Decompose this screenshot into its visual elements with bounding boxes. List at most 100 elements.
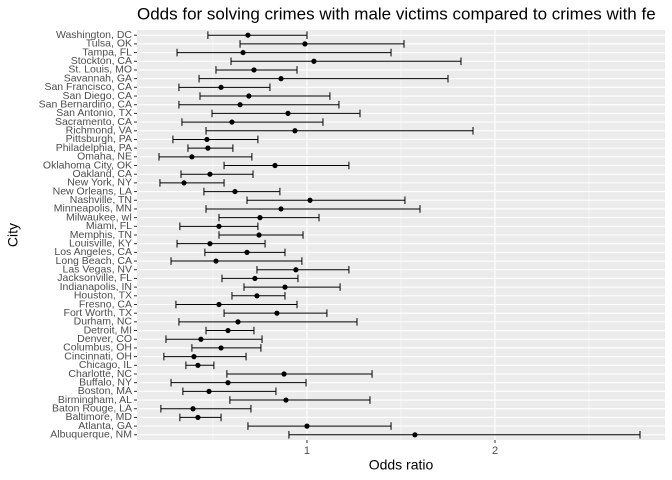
y-tick-label: Nashville, TN <box>70 194 132 206</box>
error-bar <box>159 179 225 187</box>
y-tick-label: Charlotte, NC <box>68 368 132 380</box>
error-bar <box>218 213 320 222</box>
y-tick-label: Denver, CO <box>77 333 132 345</box>
y-tick-label: Tulsa, OK <box>86 38 132 50</box>
y-tick-label: Albuquerque, NM <box>50 429 132 441</box>
point <box>293 267 299 273</box>
point <box>229 119 235 125</box>
y-tick-label: San Antonio, TX <box>56 107 132 119</box>
error-bar <box>191 344 262 352</box>
y-tick-label: Tampa, FL <box>82 46 132 58</box>
error-bar <box>178 100 340 109</box>
point <box>254 293 260 299</box>
y-tick-label: Atlanta, GA <box>78 420 132 432</box>
y-tick-label: San Diego, CA <box>63 90 132 102</box>
grid <box>137 30 665 440</box>
y-tick-label: Buffalo, NY <box>79 376 132 388</box>
point <box>282 284 288 290</box>
error-bar <box>199 92 331 100</box>
error-bar <box>170 257 303 265</box>
point <box>207 241 213 247</box>
point <box>195 362 201 368</box>
x-tick-label: 1 <box>304 445 310 457</box>
point <box>252 275 258 282</box>
y-tick-label: Memphis, TN <box>70 229 132 241</box>
error-bar <box>172 135 259 144</box>
error-bar <box>247 422 392 430</box>
y-tick-label: Jacksonville, FL <box>57 272 132 284</box>
y-tick-label: Boston, MA <box>78 385 132 397</box>
point <box>198 336 204 342</box>
point <box>251 67 257 73</box>
error-bar <box>223 161 350 170</box>
y-tick-label: Stockton, CA <box>71 55 132 67</box>
point <box>216 223 222 229</box>
y-tick-label: Baltimore, MD <box>65 411 132 423</box>
error-bar <box>207 31 308 40</box>
x-axis-title: Odds ratio <box>369 457 434 473</box>
y-tick-label: Richmond, VA <box>66 125 132 137</box>
point <box>191 354 197 360</box>
point <box>207 171 213 177</box>
point <box>213 258 219 264</box>
y-tick-label: San Bernardino, CA <box>39 98 132 110</box>
y-tick-label: New York, NY <box>67 177 132 189</box>
point <box>237 102 243 108</box>
error-bar <box>170 378 307 387</box>
point <box>189 154 195 160</box>
y-tick-label: Louisville, KY <box>69 237 132 249</box>
error-bar <box>178 83 271 92</box>
point <box>302 41 308 47</box>
error-bar <box>176 48 392 57</box>
y-tick-label: Pittsburgh, PA <box>66 133 132 145</box>
error-bar <box>160 404 252 413</box>
point <box>190 406 196 412</box>
chart-title: Odds for solving crimes with male victim… <box>137 4 656 23</box>
y-axis-title: City <box>5 223 21 247</box>
point <box>235 319 241 325</box>
y-tick-label: Columbus, OH <box>63 342 132 354</box>
point <box>412 432 418 438</box>
point <box>244 249 250 255</box>
y-tick-label: Detroit, MI <box>84 324 132 336</box>
y-tick-label: Philadelphia, PA <box>56 142 132 154</box>
point <box>218 345 224 351</box>
y-tick-label: San Francisco, CA <box>44 81 132 93</box>
y-tick-label: Baton Rouge, LA <box>52 403 132 415</box>
point <box>204 136 210 143</box>
point <box>278 76 284 82</box>
error-bar <box>203 187 281 196</box>
point <box>304 423 310 429</box>
error-bar <box>182 387 277 396</box>
error-bar <box>229 396 371 404</box>
point <box>218 84 224 90</box>
error-bar <box>180 170 254 178</box>
point <box>281 371 287 377</box>
point <box>307 197 313 203</box>
error-bar <box>205 205 421 213</box>
y-tick-label: Indianapolis, IN <box>60 281 132 293</box>
y-tick-label: Oklahoma City, OK <box>43 159 132 171</box>
error-bar <box>226 370 373 378</box>
y-tick-label: Sacramento, CA <box>55 116 132 128</box>
point <box>257 215 263 221</box>
y-tick-label: Omaha, NE <box>77 151 132 163</box>
y-tick-label: Milwaukee, wI <box>66 211 132 223</box>
y-tick-label: Washington, DC <box>56 29 132 41</box>
point <box>278 206 284 212</box>
point <box>274 310 280 316</box>
point <box>181 180 187 186</box>
y-tick-label: St. Louis, MO <box>68 64 132 76</box>
point <box>292 128 298 134</box>
point <box>225 380 231 386</box>
y-tick-label: Miami, FL <box>86 220 132 232</box>
error-bar <box>165 335 263 344</box>
error-bar <box>243 283 341 291</box>
point <box>206 388 212 394</box>
point <box>311 58 317 64</box>
error-bar <box>158 153 253 161</box>
y-tick-label: Oakland, CA <box>72 168 132 180</box>
point <box>285 110 291 116</box>
y-tick-label: Cincinnati, OH <box>64 350 132 362</box>
